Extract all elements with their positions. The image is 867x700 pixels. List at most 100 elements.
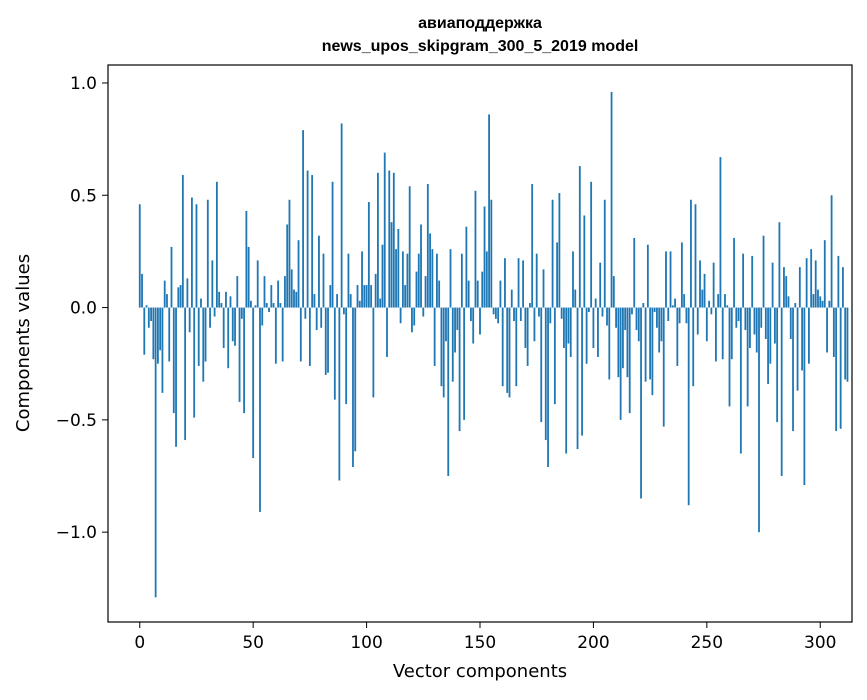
x-tick-label: 100: [350, 633, 382, 653]
bar-44: [238, 307, 241, 402]
bar-73: [304, 307, 307, 319]
bar-303: [826, 307, 828, 353]
bar-39: [227, 307, 230, 369]
bar-76: [311, 175, 314, 308]
y-tick-label: 0.0: [70, 299, 97, 319]
bar-66: [288, 199, 291, 308]
bar-21: [186, 278, 189, 308]
x-tick-label: 200: [577, 633, 609, 653]
bar-43: [236, 276, 239, 308]
bar-81: [322, 253, 325, 308]
bar-281: [776, 307, 779, 423]
bar-304: [828, 300, 831, 308]
bar-222: [642, 303, 645, 308]
bar-132: [438, 280, 441, 308]
bar-146: [470, 307, 472, 322]
bar-101: [367, 202, 370, 308]
bar-184: [556, 242, 559, 308]
bar-59: [272, 303, 275, 308]
bar-270: [751, 255, 754, 308]
bar-89: [340, 123, 343, 308]
bar-95: [354, 307, 357, 452]
bar-185: [558, 193, 561, 308]
plot-area-frame: [107, 64, 853, 623]
bar-168: [519, 307, 522, 322]
bar-302: [823, 240, 826, 308]
bar-232: [665, 251, 667, 308]
bar-140: [456, 307, 459, 331]
bar-9: [159, 307, 162, 351]
bar-38: [225, 291, 227, 308]
bar-225: [649, 307, 652, 380]
bar-142: [460, 253, 463, 308]
bar-192: [574, 289, 577, 308]
bar-247: [699, 260, 701, 308]
bar-13: [168, 307, 171, 362]
bar-30: [206, 199, 209, 308]
bar-107: [381, 244, 384, 308]
bar-201: [594, 298, 597, 308]
x-axis-ticks: 0 50 100 150 200 250 300: [134, 622, 836, 653]
bar-191: [572, 251, 574, 308]
bar-87: [336, 294, 338, 308]
bar-77: [313, 294, 316, 308]
bar-173: [531, 184, 534, 308]
bar-285: [785, 276, 788, 308]
bar-16: [175, 307, 177, 447]
bar-147: [472, 307, 475, 344]
bar-22: [188, 307, 191, 333]
bar-6: [152, 307, 155, 360]
bar-195: [581, 307, 583, 436]
bar-215: [626, 307, 629, 378]
bar-41: [231, 307, 234, 342]
bar-121: [413, 307, 416, 326]
bar-144: [465, 226, 468, 308]
bar-259: [726, 305, 729, 308]
bar-24: [193, 307, 196, 418]
bar-86: [333, 307, 336, 400]
bar-82: [324, 307, 327, 375]
bar-103: [372, 307, 375, 398]
bar-276: [764, 307, 767, 339]
x-axis-label: Vector components: [393, 661, 567, 682]
bar-227: [653, 307, 656, 313]
bar-171: [526, 307, 529, 366]
bar-35: [218, 291, 221, 308]
bar-130: [433, 307, 436, 366]
bar-105: [377, 172, 379, 308]
bar-224: [646, 244, 649, 308]
bar-99: [363, 285, 366, 308]
bar-154: [488, 114, 490, 308]
bar-64: [284, 276, 286, 308]
bar-113: [395, 249, 397, 308]
bar-293: [803, 307, 806, 485]
bar-94: [352, 307, 354, 468]
bar-153: [485, 251, 488, 308]
bar-124: [420, 224, 422, 308]
bar-233: [667, 307, 670, 322]
bar-158: [497, 307, 500, 324]
bar-90: [343, 307, 345, 315]
bar-139: [454, 307, 456, 353]
bar-170: [524, 307, 527, 348]
bar-231: [662, 307, 665, 427]
bar-40: [229, 296, 232, 308]
chart-title: авиаподдержка: [418, 15, 542, 32]
bar-165: [513, 307, 515, 322]
bar-306: [832, 307, 835, 357]
bar-255: [717, 294, 720, 308]
bar-1: [141, 273, 143, 308]
bar-138: [451, 307, 454, 382]
bar-172: [529, 303, 531, 308]
bar-60: [274, 307, 277, 364]
bar-190: [569, 307, 572, 357]
bar-178: [542, 269, 545, 308]
bar-65: [286, 224, 289, 308]
y-tick-label: 0.5: [70, 186, 97, 206]
bar-69: [295, 291, 298, 308]
bar-106: [379, 298, 382, 308]
bar-212: [619, 307, 622, 420]
bar-164: [510, 289, 513, 308]
bar-127: [426, 184, 429, 308]
